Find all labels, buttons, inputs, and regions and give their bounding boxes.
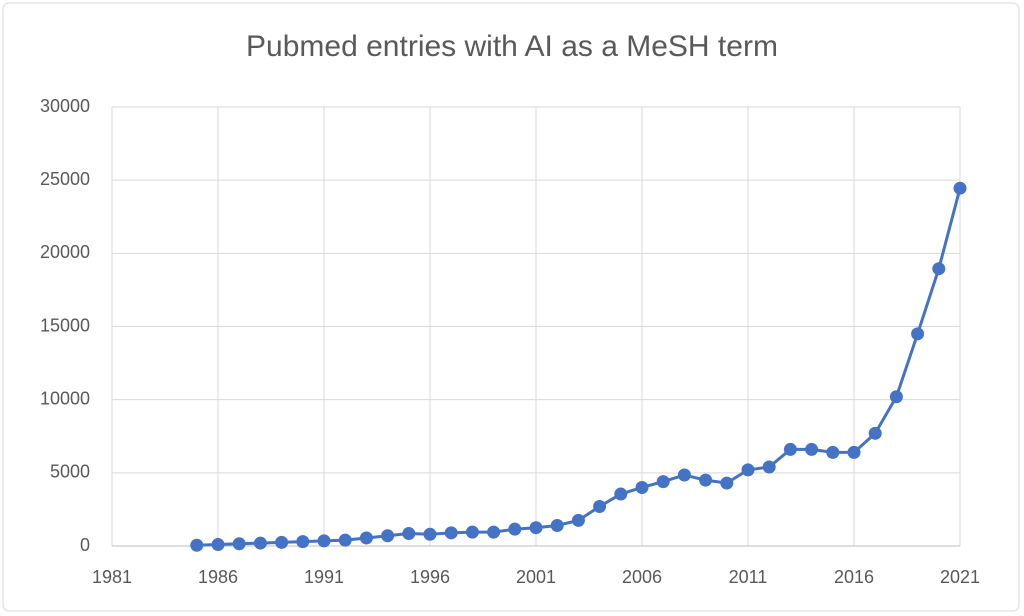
data-point bbox=[847, 445, 861, 459]
data-point bbox=[211, 538, 225, 552]
x-tick-label: 2016 bbox=[834, 567, 874, 587]
data-point bbox=[635, 480, 649, 494]
data-point bbox=[889, 390, 903, 404]
data-point bbox=[338, 533, 352, 547]
data-point bbox=[508, 522, 522, 536]
data-point bbox=[381, 529, 395, 543]
data-point bbox=[911, 327, 925, 341]
data-point bbox=[868, 426, 882, 440]
chart-title: Pubmed entries with AI as a MeSH term bbox=[246, 30, 778, 63]
data-point bbox=[699, 473, 713, 487]
x-tick-label: 2006 bbox=[622, 567, 662, 587]
data-point bbox=[423, 527, 437, 541]
data-point bbox=[550, 519, 564, 533]
x-tick-label: 2021 bbox=[940, 567, 980, 587]
x-tick-label: 1996 bbox=[410, 567, 450, 587]
data-point bbox=[296, 535, 310, 549]
y-tick-label: 25000 bbox=[40, 169, 90, 189]
data-point bbox=[465, 525, 479, 539]
data-point bbox=[402, 527, 416, 541]
data-point bbox=[529, 521, 543, 535]
data-point bbox=[677, 468, 691, 482]
x-tick-label: 2011 bbox=[729, 567, 768, 587]
data-point bbox=[932, 262, 946, 276]
data-point bbox=[614, 487, 628, 501]
y-tick-label: 30000 bbox=[40, 96, 90, 116]
data-point bbox=[656, 475, 670, 489]
data-point bbox=[593, 499, 607, 513]
y-tick-label: 15000 bbox=[40, 315, 90, 335]
data-point bbox=[805, 442, 819, 456]
data-point bbox=[571, 513, 585, 527]
data-point bbox=[317, 534, 331, 548]
x-tick-label: 1991 bbox=[304, 567, 344, 587]
x-tick-label: 1981 bbox=[92, 567, 132, 587]
data-point bbox=[359, 531, 373, 545]
data-point bbox=[741, 463, 755, 477]
data-point bbox=[783, 442, 797, 456]
data-point bbox=[826, 445, 840, 459]
data-point bbox=[253, 536, 267, 550]
data-point bbox=[232, 537, 246, 551]
y-tick-label: 20000 bbox=[40, 242, 90, 262]
y-tick-label: 5000 bbox=[50, 462, 90, 482]
x-tick-label: 2001 bbox=[516, 567, 556, 587]
data-point bbox=[762, 460, 776, 474]
data-point bbox=[275, 535, 289, 549]
y-tick-label: 10000 bbox=[40, 388, 90, 408]
x-tick-label: 1986 bbox=[198, 567, 238, 587]
data-point bbox=[444, 526, 458, 540]
data-point bbox=[190, 538, 204, 552]
data-point bbox=[487, 525, 501, 539]
y-tick-label: 0 bbox=[80, 535, 90, 555]
data-point bbox=[953, 181, 967, 195]
data-point bbox=[720, 476, 734, 490]
